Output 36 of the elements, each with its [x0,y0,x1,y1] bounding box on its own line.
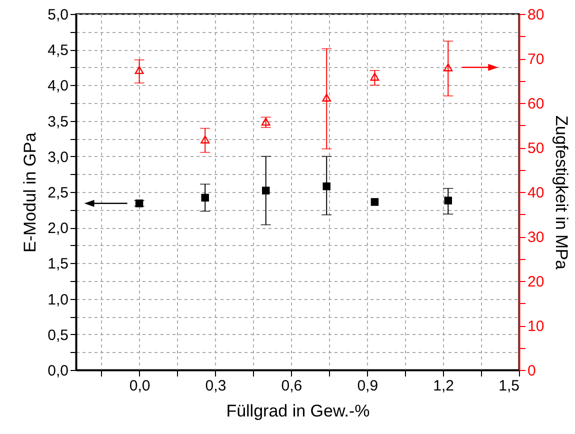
y-tick-label: 2,5 [48,184,68,202]
y2-tick-label: 40 [528,184,544,202]
y2-tick-label: 70 [528,51,544,68]
x-tick-label: 0,3 [205,378,226,394]
point [322,94,332,102]
point [134,66,144,74]
x-tick-label: 0,9 [357,378,378,394]
point [370,72,380,81]
y2-tick-label: 0 [528,362,536,380]
y-tick-label: 1,0 [48,291,68,308]
x-tick-label: 0,0 [129,378,150,394]
y2-tick-label: 50 [528,140,544,157]
y2-tick-label: 10 [528,318,544,335]
x-tick-label: 1,5 [498,378,520,394]
y-tick-label: 0,5 [48,326,68,344]
y-tick-label: 4,0 [48,78,68,95]
point [370,198,379,206]
y2-tick-label: 30 [528,229,544,246]
y-axis-title: E-Modul in GPa [20,132,40,252]
y-tick-label: 1,5 [48,256,68,273]
point [200,136,210,144]
point [444,63,453,72]
y2-axis-title: Zugfestigkeit in MPa [552,115,572,270]
x-tick-label: 0,6 [281,378,302,394]
y-tick-label: 0,0 [48,362,68,380]
y2-tick-label: 20 [528,274,544,290]
y-tick-label: 3,0 [48,148,68,166]
x-axis-title: Füllgrad in Gew.-% [226,402,370,420]
y-tick-label: 3,5 [48,113,68,130]
y2-tick-label: 60 [528,96,544,112]
y2-tick-label: 80 [528,6,544,24]
x-tick-label: 1,2 [433,378,454,394]
y-tick-label: 5,0 [48,6,68,24]
point [444,196,452,204]
y-tick-label: 2,0 [48,220,68,238]
y-tick-label: 4,5 [48,42,68,60]
